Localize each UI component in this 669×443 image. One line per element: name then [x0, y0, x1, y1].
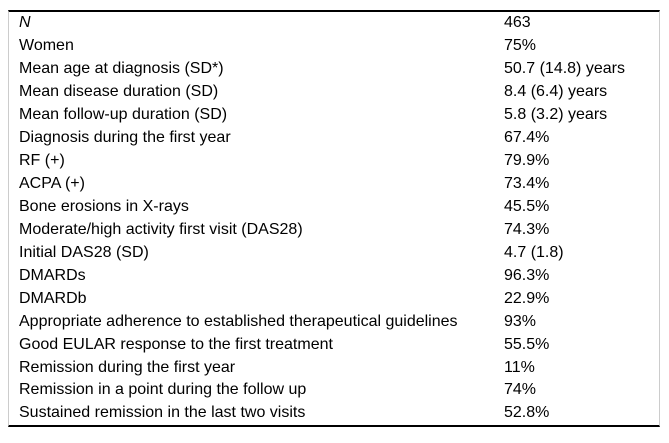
row-label: Appropriate adherence to established the… [19, 313, 458, 330]
table-row: Moderate/high activity first visit (DAS2… [9, 218, 659, 241]
row-label: Diagnosis during the first year [19, 130, 231, 147]
table-row: Mean follow-up duration (SD) 5.8 (3.2) y… [9, 104, 659, 127]
row-label: ACPA (+) [19, 176, 85, 193]
row-label: Mean disease duration (SD) [19, 84, 219, 101]
row-value: 52.8% [504, 405, 550, 422]
row-value: 5.8 (3.2) years [504, 107, 608, 124]
row-value: 463 [504, 15, 531, 32]
row-label: RF (+) [19, 153, 65, 170]
row-value: 74.3% [504, 221, 550, 238]
table-row: ACPA (+) 73.4% [9, 173, 659, 196]
row-value: 45.5% [504, 198, 550, 215]
row-label: Bone erosions in X-rays [19, 198, 189, 215]
row-label: Mean follow-up duration (SD) [19, 107, 228, 124]
row-value: 93% [504, 313, 537, 330]
table-row: Remission in a point during the follow u… [9, 379, 659, 402]
row-label: Moderate/high activity first visit (DAS2… [19, 221, 303, 238]
row-value: 22.9% [504, 290, 550, 307]
row-label: Women [19, 38, 74, 55]
row-label: Good EULAR response to the first treatme… [19, 336, 333, 353]
table-row: Good EULAR response to the first treatme… [9, 333, 659, 356]
row-label: Remission in a point during the follow u… [19, 382, 307, 399]
row-label: Initial DAS28 (SD) [19, 244, 149, 261]
table-row: Women 75% [9, 35, 659, 58]
table-row: Sustained remission in the last two visi… [9, 402, 659, 425]
table-row: Mean age at diagnosis (SD*) 50.7 (14.8) … [9, 58, 659, 81]
row-value: 96.3% [504, 267, 550, 284]
table-row: Mean disease duration (SD) 8.4 (6.4) yea… [9, 81, 659, 104]
row-label: Mean age at diagnosis (SD*) [19, 61, 224, 78]
row-value: 67.4% [504, 130, 550, 147]
table-row: DMARDs 96.3% [9, 264, 659, 287]
row-label: Sustained remission in the last two visi… [19, 405, 306, 422]
table-row: Appropriate adherence to established the… [9, 310, 659, 333]
row-value: 8.4 (6.4) years [504, 84, 608, 101]
table-row: Initial DAS28 (SD) 4.7 (1.8) [9, 241, 659, 264]
row-label: DMARDs [19, 267, 86, 284]
row-value: 55.5% [504, 336, 550, 353]
row-value: 50.7 (14.8) years [504, 61, 625, 78]
table-row: RF (+) 79.9% [9, 150, 659, 173]
row-value: 11% [504, 359, 535, 376]
row-value: 4.7 (1.8) [504, 244, 564, 261]
table-row: Remission during the first year 11% [9, 356, 659, 379]
row-value: 74% [504, 382, 537, 399]
row-value: 75% [504, 38, 537, 55]
table-row: Bone erosions in X-rays 45.5% [9, 196, 659, 219]
row-label: N [19, 15, 31, 32]
table-row: N 463 [9, 12, 659, 35]
row-value: 79.9% [504, 153, 550, 170]
table-row: Diagnosis during the first year 67.4% [9, 127, 659, 150]
row-label: Remission during the first year [19, 359, 236, 376]
cohort-characteristics-table: N 463 Women 75% Mean age at diagnosis (S… [8, 10, 660, 427]
row-value: 73.4% [504, 176, 550, 193]
table-row: DMARDb 22.9% [9, 287, 659, 310]
row-label: DMARDb [19, 290, 87, 307]
